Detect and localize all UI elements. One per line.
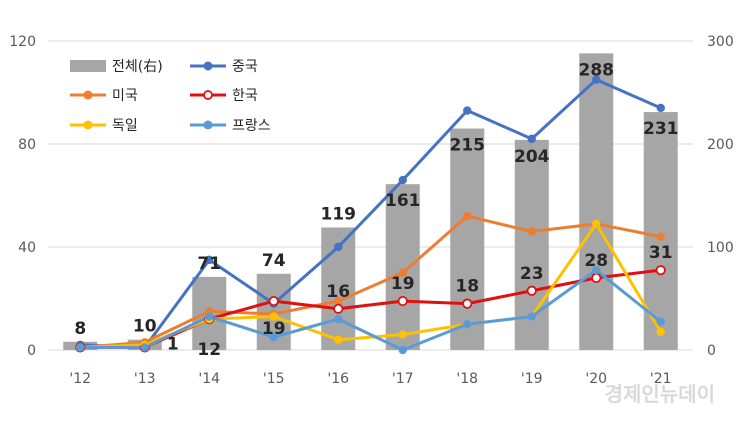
series-point [655,265,666,276]
x-tick-label: '14 [198,371,220,387]
bar-value-label: 204 [514,147,550,167]
series-point [462,298,473,309]
series-point [656,317,665,326]
korea-value-label: 28 [584,251,608,271]
series-point [463,211,472,221]
bar-value-label: 231 [643,119,679,139]
series-point [205,312,214,321]
series-line [80,214,662,349]
series-point [656,232,665,241]
series-point [463,106,472,115]
legend-label: 중국 [232,59,258,75]
x-tick-label: '15 [263,371,285,387]
series-point [398,330,407,339]
korea-value-label: 12 [197,340,221,360]
right-tick-label: 100 [707,240,734,256]
series-point [656,327,665,337]
right-tick-label: 0 [707,343,716,359]
series-point [527,227,536,236]
legend-marker [83,120,93,130]
korea-value-label: 18 [455,277,479,297]
axes: 0 40 80 120 0 100 200 300 '12 '13 '14 '15 '16 '17 '18 '… [9,34,733,387]
x-tick-label: '21 [650,371,672,387]
left-tick-label: 0 [27,343,36,359]
series-point [268,295,279,307]
series-point [333,303,344,314]
watermark: 경제인뉴데이 [605,382,715,406]
legend-swatch [70,60,106,72]
bar-value-label: 119 [321,204,357,224]
series-point [334,314,343,324]
series-point [269,332,278,342]
right-tick-label: 200 [707,137,734,153]
series-point [398,268,407,277]
bar [385,184,420,350]
series-point [140,343,149,352]
series-point [334,242,343,252]
series-line [80,78,662,349]
bar-value-label: 10 [133,317,157,337]
bar-value-label: 74 [262,251,286,271]
x-tick-label: '20 [585,371,607,387]
bar [579,53,614,351]
series-point [656,103,665,113]
series-point [398,175,407,185]
x-tick-label: '19 [521,371,543,387]
bar-value-label: 215 [450,136,486,156]
line-series [75,75,666,355]
legend-marker [203,61,213,71]
legend-label: 독일 [112,118,138,134]
series-point [527,134,536,144]
series-point [527,312,536,321]
bar-value-label: 161 [385,191,421,211]
series-point [334,335,343,344]
korea-value-label: 19 [262,319,286,339]
korea-value-label: 23 [520,264,544,284]
bar-value-label: 288 [579,60,615,80]
bar [450,128,485,350]
data-labels: 8 10 71 74 119 161 215 204 288 231 1 12 19 16 19 18 23 28… [74,60,678,360]
series-line [80,268,662,352]
series-point [397,295,408,307]
series-point [398,345,407,355]
x-tick-label: '17 [392,371,414,387]
bar-series [63,53,678,351]
series-point [334,296,343,306]
bar-value-label: 71 [197,254,221,274]
series-point [592,219,601,229]
x-tick-label: '18 [456,371,478,387]
legend-label: 미국 [112,88,138,104]
korea-value-label: 16 [326,282,350,302]
left-tick-label: 40 [18,240,36,256]
x-tick-label: '16 [327,371,349,387]
right-tick-label: 300 [707,34,734,50]
korea-value-label: 19 [391,274,415,294]
legend-marker [83,90,93,100]
series-point [592,265,601,275]
bar-value-label: 8 [74,319,86,339]
legend-label: 전체(右) [112,59,163,75]
series-point [526,285,537,296]
series-point [76,343,85,352]
left-tick-label: 80 [18,137,36,153]
series-point [463,320,472,329]
left-tick-label: 120 [9,34,36,50]
legend-label: 한국 [232,88,258,104]
x-tick-label: '13 [134,371,156,387]
series-point [591,272,602,283]
series-point [205,255,214,265]
x-tick-label: '12 [69,371,91,387]
series-point [592,75,601,84]
korea-value-label: 1 [167,334,179,354]
legend-marker [203,90,213,100]
legend-label: 프랑스 [232,118,271,134]
korea-value-label: 31 [649,243,673,263]
legend-marker [203,120,213,130]
series-point [269,312,278,321]
